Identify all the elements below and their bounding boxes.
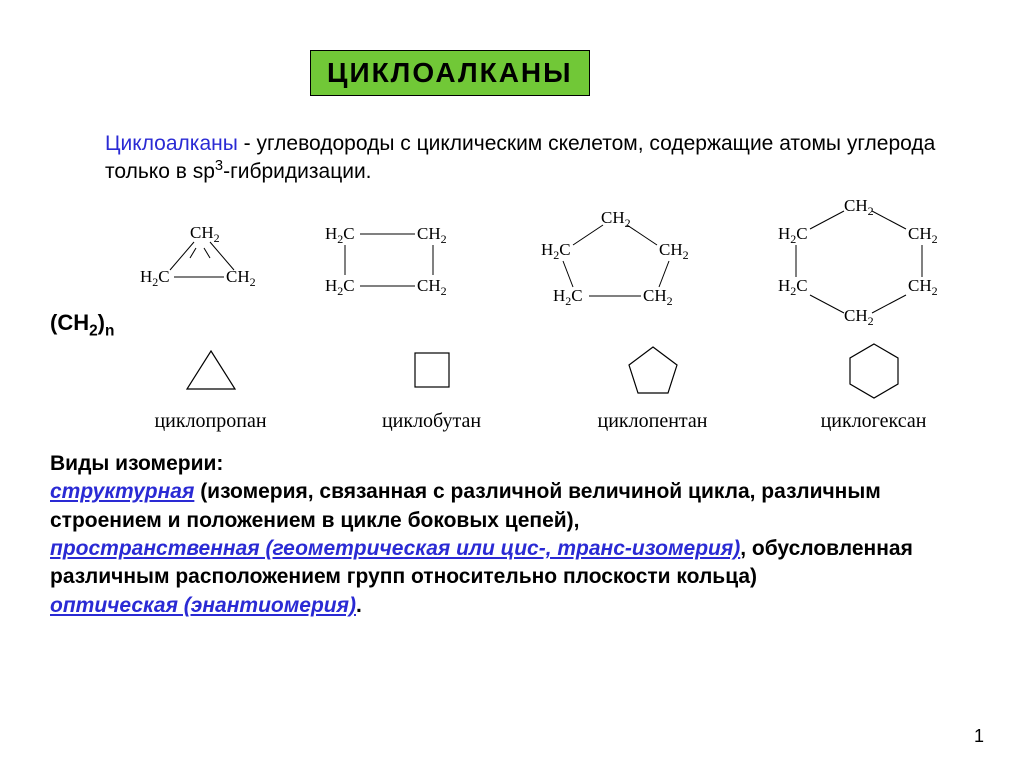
struct-cyclopentane: CH2 H2C CH2 H2C CH2 [519,205,709,315]
svg-text:CH2: CH2 [226,267,256,289]
name-c6: циклогексан [784,410,964,433]
svg-text:CH2: CH2 [417,224,447,246]
def-sup: 3 [215,158,223,174]
svg-text:H2C: H2C [778,276,808,298]
isomers-structural: структурная [50,480,194,503]
isomers-s3rest: . [356,594,362,617]
svg-text:H2C: H2C [325,224,355,246]
name-c5: циклопентан [563,410,743,433]
shape-hexagon [784,340,964,400]
svg-text:CH2: CH2 [908,276,938,298]
svg-text:H2C: H2C [325,276,355,298]
page-title: ЦИКЛОАЛКАНЫ [310,50,590,96]
struct-cyclohexane: CH2 H2C CH2 H2C CH2 CH2 [752,195,962,325]
svg-text:H2C: H2C [140,267,170,289]
svg-text:H2C: H2C [778,224,808,246]
term: Циклоалканы [105,132,238,155]
svg-text:H2C: H2C [541,240,571,262]
isomerism-block: Виды изомерии: структурная (изомерия, св… [50,450,974,620]
shape-triangle [121,345,301,395]
svg-text:CH2: CH2 [844,196,874,218]
isomers-spatial: пространственная (геометрическая или цис… [50,537,740,560]
general-formula: (CH2)n [50,310,114,340]
svg-text:CH2: CH2 [908,224,938,246]
struct-svg-c3: CH2 H2C CH2 [122,220,262,300]
isomers-heading: Виды изомерии: [50,452,223,475]
isomers-optical: оптическая (энантиомерия) [50,594,356,617]
svg-text:CH2: CH2 [417,276,447,298]
struct-cyclopropane: CH2 H2C CH2 [122,220,262,300]
polygon-row [100,340,984,400]
svg-text:CH2: CH2 [643,286,673,308]
svg-text:CH2: CH2 [601,208,631,230]
struct-svg-c6: CH2 H2C CH2 H2C CH2 CH2 [752,195,962,325]
struct-svg-c5: CH2 H2C CH2 H2C CH2 [519,205,709,315]
struct-cyclobutane: H2C CH2 H2C CH2 [305,215,475,305]
svg-text:H2C: H2C [553,286,583,308]
name-c4: циклобутан [342,410,522,433]
structural-formulas: CH2 H2C CH2 H2C CH2 H2C CH2 CH2 [100,200,984,320]
svg-text:CH2: CH2 [659,240,689,262]
shape-pentagon [563,343,743,397]
name-c3: циклопропан [121,410,301,433]
page-number: 1 [974,726,984,747]
names-row: циклопропан циклобутан циклопентан цикло… [100,410,984,433]
svg-text:CH2: CH2 [844,306,874,325]
shape-square [342,345,522,395]
definition-text: Циклоалканы - углеводороды с циклическим… [105,130,964,186]
def-tail: -гибридизации. [223,160,371,183]
svg-text:CH2: CH2 [190,223,220,245]
struct-svg-c4: H2C CH2 H2C CH2 [305,215,475,305]
